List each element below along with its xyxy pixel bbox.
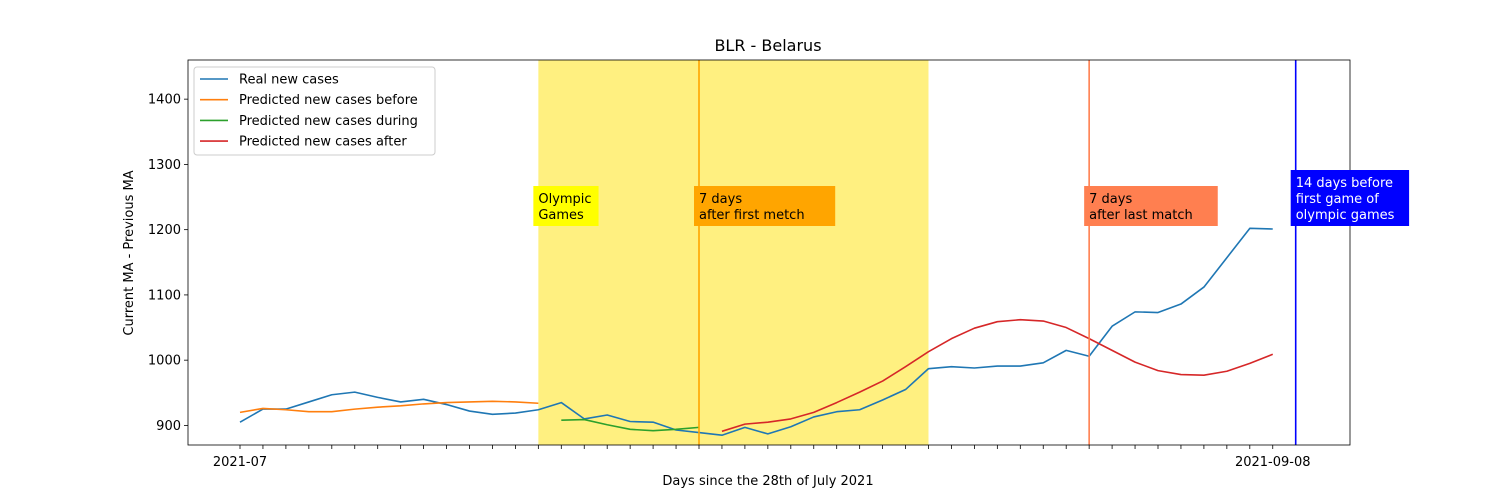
x-tick-label-first: 2021-07 bbox=[213, 455, 267, 470]
legend-label: Predicted new cases after bbox=[239, 135, 407, 150]
annotation-text: first game of bbox=[1296, 192, 1380, 207]
annotation-box-0 bbox=[533, 186, 599, 226]
annotation-text: 7 days bbox=[1089, 192, 1132, 207]
legend-box bbox=[193, 66, 436, 156]
plot-frame bbox=[187, 59, 1351, 446]
series-layer bbox=[239, 227, 1274, 437]
x-tick-label-last: 2021-09-08 bbox=[1235, 455, 1311, 470]
y-tick-label: 1400 bbox=[148, 93, 181, 108]
series-line-0 bbox=[239, 227, 1273, 437]
annotation-text: 7 days bbox=[699, 192, 742, 207]
annotation-text: Olympic bbox=[538, 192, 591, 207]
annotation-text: after first metch bbox=[699, 208, 805, 223]
y-tick-label: 1100 bbox=[148, 288, 181, 303]
x-axis-ticks: 2021-07 2021-09-08 bbox=[213, 445, 1311, 470]
x-axis-label: Days since the 28th of July 2021 bbox=[662, 474, 873, 489]
y-axis-label: Current MA - Previous MA bbox=[122, 170, 137, 335]
y-axis-ticks: 900 1000 1100 1200 1300 1400 bbox=[148, 93, 188, 434]
legend: Real new cases Predicted new cases before… bbox=[193, 66, 436, 156]
vline-layer bbox=[698, 60, 1297, 445]
legend-label: Predicted new cases before bbox=[239, 93, 418, 108]
annotation-text: olympic games bbox=[1296, 208, 1395, 223]
y-tick-label: 1200 bbox=[148, 223, 181, 238]
y-tick-label: 900 bbox=[156, 419, 181, 434]
annotation-text: Games bbox=[538, 208, 584, 223]
chart-title: BLR - Belarus bbox=[714, 36, 821, 55]
series-line-2 bbox=[561, 418, 700, 432]
annotation-text: after last match bbox=[1089, 208, 1193, 223]
annotation-box-1 bbox=[694, 186, 836, 226]
olympic-span-layer bbox=[538, 60, 929, 445]
annotation-text: 14 days before bbox=[1296, 176, 1393, 191]
olympic-games-span bbox=[538, 60, 929, 445]
y-tick-label: 1300 bbox=[148, 158, 181, 173]
legend-label: Real new cases bbox=[239, 73, 339, 88]
legend-label: Predicted new cases during bbox=[239, 114, 418, 129]
series-line-3 bbox=[721, 318, 1274, 433]
y-tick-label: 1000 bbox=[148, 354, 181, 369]
annotation-box-3 bbox=[1290, 170, 1410, 226]
series-line-1 bbox=[239, 400, 539, 414]
annotation-box-2 bbox=[1084, 186, 1218, 226]
